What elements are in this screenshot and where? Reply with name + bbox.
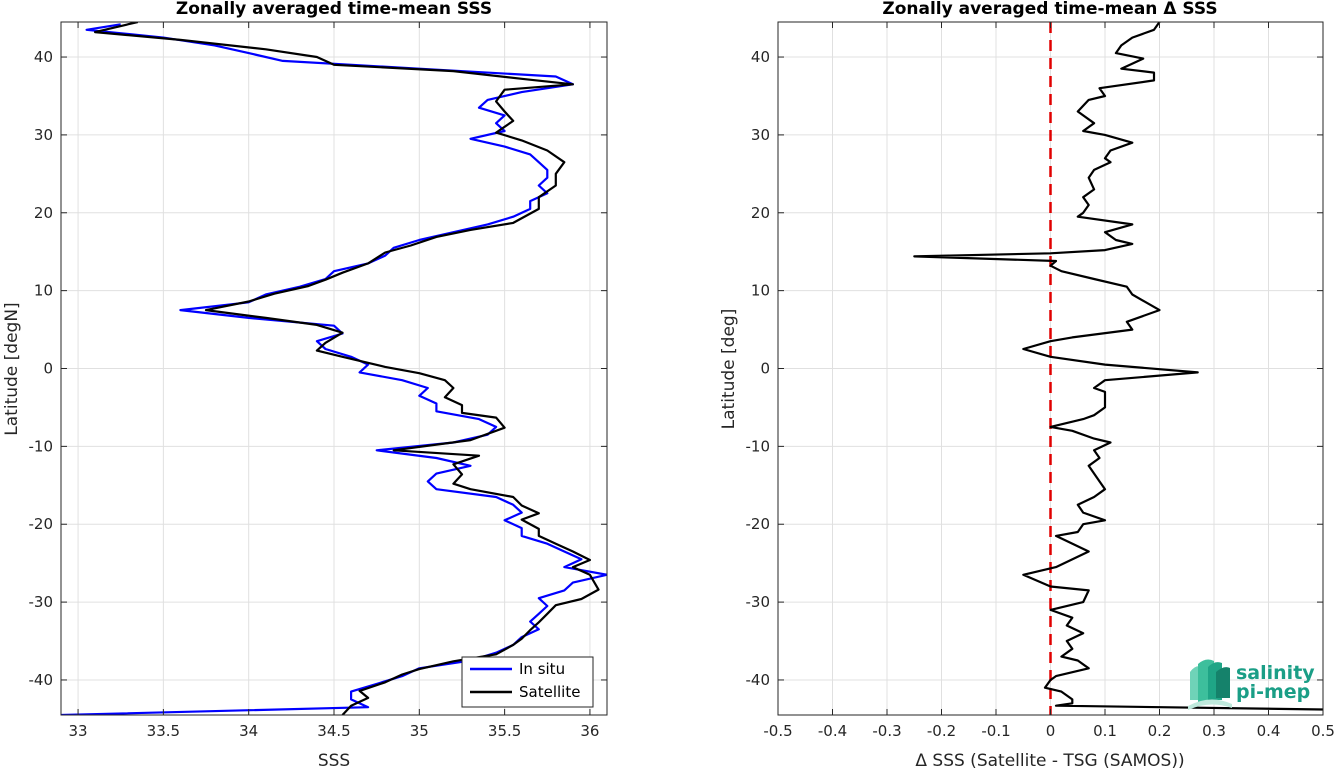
sss-x-tick-label: 36 [580,722,599,740]
delta-sss-x-tick-label: 0 [1046,722,1056,740]
sss-panel: 33 33.5 34 34.5 35 35.5 36 -40 -30 -20 -10 0 10 20 30 4… [2,0,608,769]
sss-x-tick-label: 33 [69,722,88,740]
sss-y-tick-label: -30 [29,593,54,611]
legend: In situ Satellite [461,656,594,708]
sss-y-tick-label: 0 [43,360,53,378]
delta-sss-y-tick-label: 20 [751,204,770,222]
sss-y-tick-label: 40 [34,48,53,66]
legend-label-satellite: Satellite [519,683,580,701]
sss-y-tick-label: -20 [29,515,54,533]
delta-sss-x-tick-label: -0.4 [818,722,847,740]
delta-sss-x-tick-label: -0.1 [981,722,1010,740]
delta-sss-y-tick-label: -10 [746,437,771,455]
delta-sss-y-tick-label: 30 [751,126,770,144]
sss-chart-title: Zonally averaged time-mean SSS [176,0,492,19]
delta-sss-y-tick-label: 40 [751,48,770,66]
delta-sss-y-tick-label: -30 [746,593,771,611]
sss-y-axis-label: Latitude [degN] [2,302,22,435]
delta-sss-y-tick-label: 10 [751,282,770,300]
delta-sss-panel: -0.5 -0.4 -0.3 -0.2 -0.1 0 0.1 0.2 0.3 0.4 0.5 -40 -… [719,0,1335,769]
delta-sss-x-tick-label: -0.5 [763,722,792,740]
sss-y-tick-label: -10 [29,437,54,455]
delta-sss-x-tick-label: 0.1 [1093,722,1117,740]
delta-sss-x-tick-label: 0.2 [1148,722,1172,740]
delta-sss-x-tick-label: 0.4 [1257,722,1281,740]
sss-x-tick-label: 34 [239,722,258,740]
sss-y-tick-label: 10 [34,282,53,300]
logo-text-line2: pi-mep [1236,681,1310,703]
delta-sss-x-axis-label: Δ SSS (Satellite - TSG (SAMOS)) [915,751,1184,769]
delta-sss-y-tick-label: -40 [746,671,771,689]
delta-sss-series-line-delta [913,22,1323,711]
sss-series-line-in-situ [61,23,607,715]
sss-series-line-satellite [94,22,600,715]
sss-y-tick-label: -40 [29,671,54,689]
delta-sss-chart-title: Zonally averaged time-mean Δ SSS [882,0,1217,19]
logo-text-line1: salinity [1236,662,1315,684]
sss-x-tick-label: 35 [410,722,429,740]
delta-sss-x-tick-label: -0.2 [927,722,956,740]
sss-x-tick-label: 34.5 [317,722,350,740]
salinity-pi-mep-logo: salinity pi-mep [1188,659,1315,710]
legend-box [461,656,594,708]
delta-sss-x-tick-label: 0.3 [1202,722,1226,740]
logo-emblem-icon [1188,659,1232,710]
sss-x-tick-label: 35.5 [488,722,521,740]
sss-x-axis-label: SSS [318,751,350,769]
legend-label-in-situ: In situ [519,660,565,678]
sss-x-tick-label: 33.5 [147,722,180,740]
sss-y-tick-label: 20 [34,204,53,222]
delta-sss-y-tick-label: 0 [760,360,770,378]
delta-sss-x-tick-label: -0.3 [872,722,901,740]
sss-y-tick-label: 30 [34,126,53,144]
delta-sss-y-axis-label: Latitude [deg] [719,309,739,430]
delta-sss-y-tick-label: -20 [746,515,771,533]
delta-sss-x-tick-label: 0.5 [1311,722,1335,740]
